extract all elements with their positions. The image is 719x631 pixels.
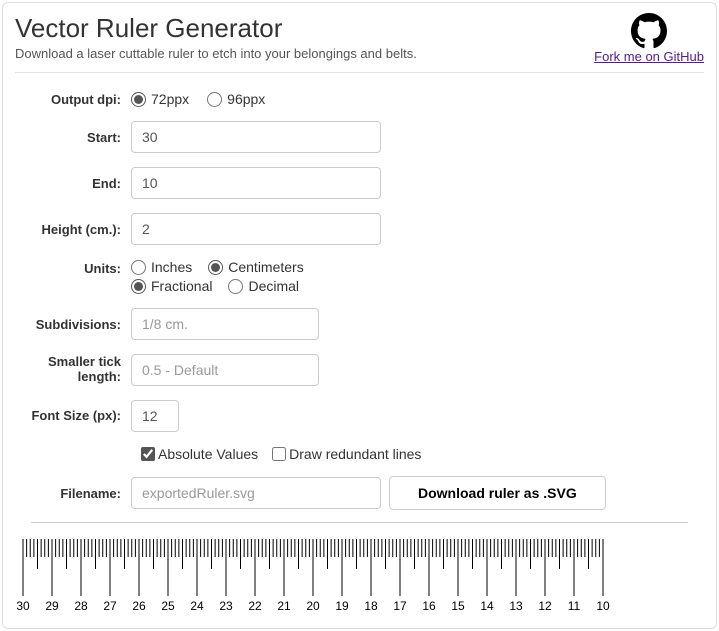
page-subtitle: Download a laser cuttable ruler to etch … bbox=[15, 46, 417, 61]
ticklength-input[interactable] bbox=[131, 354, 319, 386]
label-ticklength: Smaller tick length: bbox=[31, 355, 131, 385]
app-container: Vector Ruler Generator Download a laser … bbox=[2, 2, 717, 629]
svg-text:21: 21 bbox=[277, 599, 291, 613]
svg-text:27: 27 bbox=[103, 599, 117, 613]
ruler-preview: 30 29 28 27 26 25 24 23 22 21 20 19 18 17 16 15 14 13 12 11… bbox=[17, 539, 702, 614]
radio-centimeters[interactable] bbox=[208, 260, 223, 275]
checkbox-redundant[interactable] bbox=[272, 447, 286, 461]
svg-text:11: 11 bbox=[568, 599, 581, 613]
svg-text:28: 28 bbox=[74, 599, 88, 613]
label-subdivisions: Subdivisions: bbox=[31, 317, 131, 332]
checkbox-absolute-label: Absolute Values bbox=[158, 446, 258, 462]
svg-text:14: 14 bbox=[480, 599, 494, 613]
row-units: Units: Inches Centimeters Fractional Dec… bbox=[31, 259, 688, 294]
radio-inches[interactable] bbox=[131, 260, 146, 275]
github-icon bbox=[631, 13, 667, 49]
label-fontsize: Font Size (px): bbox=[31, 409, 131, 424]
svg-text:20: 20 bbox=[306, 599, 320, 613]
row-checkboxes: Absolute Values Draw redundant lines bbox=[141, 446, 688, 462]
svg-text:19: 19 bbox=[335, 599, 349, 613]
row-fontsize: Font Size (px): bbox=[31, 400, 688, 432]
svg-text:26: 26 bbox=[132, 599, 146, 613]
svg-text:24: 24 bbox=[190, 599, 204, 613]
svg-text:12: 12 bbox=[538, 599, 552, 613]
checkbox-redundant-label: Draw redundant lines bbox=[289, 446, 421, 462]
filename-input[interactable] bbox=[131, 477, 381, 509]
row-subdivisions: Subdivisions: bbox=[31, 308, 688, 340]
svg-text:22: 22 bbox=[248, 599, 262, 613]
row-ticklength: Smaller tick length: bbox=[31, 354, 688, 386]
radio-label-decimal[interactable]: Decimal bbox=[248, 278, 299, 294]
svg-text:15: 15 bbox=[451, 599, 465, 613]
svg-text:25: 25 bbox=[161, 599, 175, 613]
units-options: Inches Centimeters Fractional Decimal bbox=[131, 259, 312, 294]
radio-label-fractional[interactable]: Fractional bbox=[151, 278, 212, 294]
separator bbox=[31, 522, 688, 523]
svg-text:30: 30 bbox=[17, 599, 30, 613]
svg-text:29: 29 bbox=[45, 599, 59, 613]
radio-96ppx[interactable] bbox=[207, 92, 222, 107]
github-link-text[interactable]: Fork me on GitHub bbox=[594, 49, 704, 64]
checkbox-absolute[interactable] bbox=[141, 447, 155, 461]
svg-text:16: 16 bbox=[422, 599, 436, 613]
download-button[interactable]: Download ruler as .SVG bbox=[389, 476, 606, 510]
row-end: End: bbox=[31, 167, 688, 199]
radio-fractional[interactable] bbox=[131, 279, 146, 294]
radio-decimal[interactable] bbox=[228, 279, 243, 294]
fontsize-input[interactable] bbox=[131, 400, 179, 432]
dpi-options: 72ppx 96ppx bbox=[131, 91, 273, 107]
label-end: End: bbox=[31, 176, 131, 191]
start-input[interactable] bbox=[131, 121, 381, 153]
radio-72ppx[interactable] bbox=[131, 92, 146, 107]
header: Vector Ruler Generator Download a laser … bbox=[15, 13, 704, 73]
subdivisions-input[interactable] bbox=[131, 308, 319, 340]
end-input[interactable] bbox=[131, 167, 381, 199]
label-dpi: Output dpi: bbox=[31, 92, 131, 107]
radio-label-72ppx[interactable]: 72ppx bbox=[151, 91, 189, 107]
row-height: Height (cm.): bbox=[31, 213, 688, 245]
label-start: Start: bbox=[31, 130, 131, 145]
header-text: Vector Ruler Generator Download a laser … bbox=[15, 13, 417, 61]
svg-text:10: 10 bbox=[596, 599, 610, 613]
svg-text:23: 23 bbox=[219, 599, 233, 613]
height-input[interactable] bbox=[131, 213, 381, 245]
label-units: Units: bbox=[31, 259, 131, 276]
label-filename: Filename: bbox=[31, 486, 131, 501]
svg-text:17: 17 bbox=[393, 599, 407, 613]
github-link[interactable]: Fork me on GitHub bbox=[594, 13, 704, 64]
radio-label-centimeters[interactable]: Centimeters bbox=[228, 259, 303, 275]
label-height: Height (cm.): bbox=[31, 222, 131, 237]
row-start: Start: bbox=[31, 121, 688, 153]
checkbox-redundant-wrap[interactable]: Draw redundant lines bbox=[272, 446, 421, 462]
radio-label-96ppx[interactable]: 96ppx bbox=[227, 91, 265, 107]
page-title: Vector Ruler Generator bbox=[15, 13, 417, 44]
radio-label-inches[interactable]: Inches bbox=[151, 259, 192, 275]
form: Output dpi: 72ppx 96ppx Start: End: Heig… bbox=[15, 91, 704, 510]
row-filename: Filename: Download ruler as .SVG bbox=[31, 476, 688, 510]
checkbox-absolute-wrap[interactable]: Absolute Values bbox=[141, 446, 258, 462]
svg-text:18: 18 bbox=[364, 599, 378, 613]
row-dpi: Output dpi: 72ppx 96ppx bbox=[31, 91, 688, 107]
svg-text:13: 13 bbox=[509, 599, 523, 613]
ruler-preview-scroll[interactable]: 30 29 28 27 26 25 24 23 22 21 20 19 18 17 16 15 14 13 12 11… bbox=[17, 539, 702, 620]
